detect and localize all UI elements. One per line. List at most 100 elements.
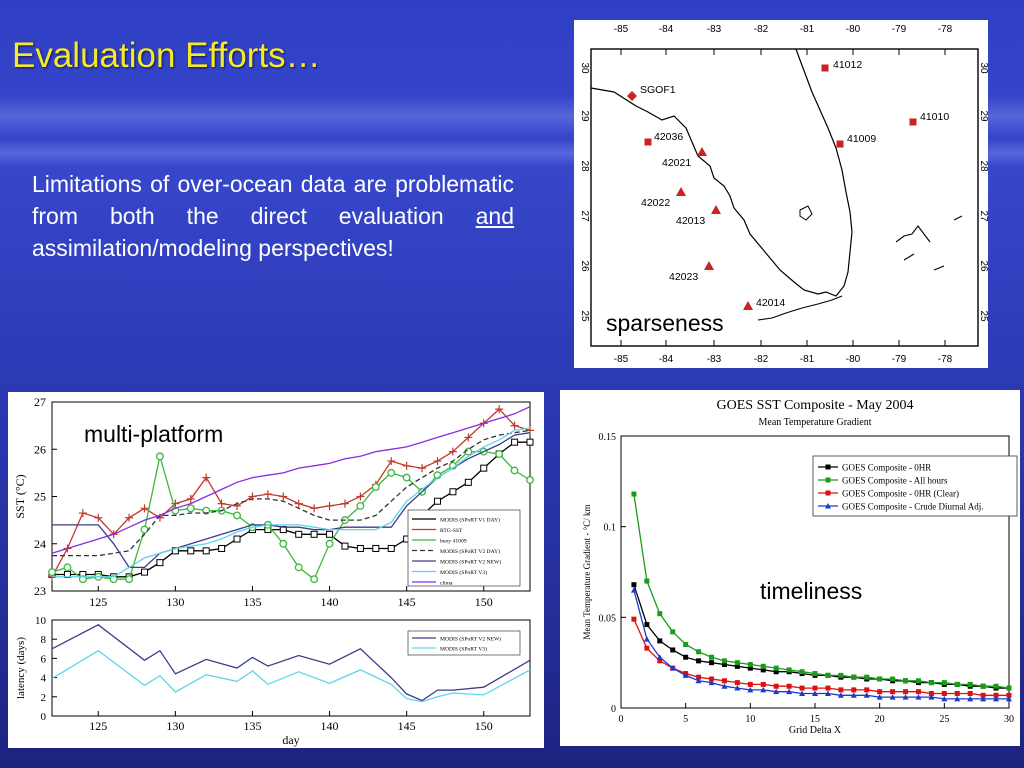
sst-point-square — [449, 488, 457, 496]
sst-point-circle — [186, 504, 195, 513]
sst-point-circle — [510, 466, 519, 475]
station-marker-triangle — [711, 205, 721, 214]
goes-point-square — [760, 663, 766, 669]
sst-point-plus — [387, 457, 396, 466]
lon-tick-label-bottom: -84 — [659, 354, 674, 365]
lon-tick-label-bottom: -78 — [938, 354, 953, 365]
goes-x-tick-label: 25 — [939, 714, 949, 725]
goes-point-triangle — [824, 690, 831, 696]
goes-point-square — [864, 674, 870, 680]
goes-y-tick-label: 0 — [611, 704, 616, 715]
latency-y-tick-label: 2 — [41, 692, 47, 704]
sst-x-tick-label: 150 — [475, 595, 493, 609]
goes-point-square — [903, 689, 909, 695]
station-marker-triangle — [704, 261, 714, 270]
sst-point-square — [387, 544, 395, 552]
sst-point-square — [218, 544, 226, 552]
goes-point-square — [747, 665, 753, 671]
goes-legend-marker — [825, 464, 831, 470]
sst-point-plus — [433, 457, 442, 466]
goes-point-square — [734, 680, 740, 686]
sst-point-square — [372, 544, 380, 552]
station-marker-triangle — [697, 147, 707, 156]
goes-legend-label: GOES Composite - 0HR (Clear) — [842, 489, 959, 499]
goes-point-square — [657, 638, 663, 644]
goes-point-triangle — [889, 694, 896, 700]
sst-point-plus — [263, 490, 272, 499]
map-svg: -85 -85 -84 -84 -83 -83 -82 -82 -81 -81 -80 -80 -79 -… — [579, 24, 988, 365]
sst-chart-panel: 125 130 135 140 145 150 23 24 25 26 27 SST (°C) mult… — [8, 392, 544, 748]
lat-tick-label-left: 30 — [579, 62, 590, 74]
station-marker-square — [836, 140, 844, 148]
goes-point-square — [838, 672, 844, 678]
goes-point-square — [734, 663, 740, 669]
sst-point-circle — [310, 575, 319, 584]
goes-point-square — [709, 660, 715, 666]
goes-point-triangle — [980, 695, 987, 702]
goes-point-square — [760, 681, 766, 687]
goes-point-square — [760, 667, 766, 673]
latency-series-line — [51, 624, 531, 702]
goes-point-square — [812, 685, 818, 691]
station-marker-diamond — [627, 91, 637, 101]
latency-x-label: day — [282, 733, 299, 747]
latency-y-tick-label: 0 — [41, 711, 47, 723]
goes-point-triangle — [695, 677, 702, 684]
sst-point-circle — [371, 483, 380, 491]
goes-point-square — [928, 690, 934, 696]
goes-point-triangle — [773, 688, 780, 695]
lon-tick-label-top: -85 — [614, 24, 629, 35]
lon-tick-label-bottom: -83 — [707, 354, 722, 365]
goes-point-triangle — [850, 692, 857, 698]
lon-tick-label-top: -83 — [707, 24, 722, 35]
sst-point-plus — [217, 499, 226, 508]
sst-point-circle — [495, 450, 504, 458]
goes-point-square — [644, 645, 650, 651]
goes-point-square — [631, 491, 637, 497]
goes-point-square — [799, 685, 805, 691]
goes-point-square — [941, 680, 947, 686]
sst-point-plus — [186, 494, 195, 503]
goes-point-square — [967, 690, 973, 696]
lat-tick-label-right: 29 — [978, 110, 988, 122]
sst-point-plus — [171, 499, 180, 508]
body-text-part2: assimilation/modeling perspectives! — [32, 235, 394, 261]
goes-point-square — [980, 683, 986, 689]
goes-point-square — [631, 582, 637, 588]
sst-legend-box — [407, 509, 521, 587]
lat-tick-label-right: 26 — [978, 260, 988, 272]
sst-series-line — [51, 408, 531, 578]
goes-point-square — [657, 611, 663, 617]
goes-chart-svg: GOES SST Composite - May 2004 Mean Temper… — [582, 398, 1018, 736]
sst-legend: MODIS (SPoRT V1 DAY) RTG-SST buoy 41009 MOD… — [407, 509, 521, 587]
lat-tick-label-left: 25 — [579, 310, 590, 322]
lat-tick-label-left: 29 — [579, 110, 590, 122]
bahamas-outline — [895, 215, 963, 271]
sst-legend-label: MODIS (SPoRT V2 NEW) — [440, 559, 501, 566]
sst-point-plus — [464, 433, 473, 442]
sst-point-circle — [63, 563, 72, 572]
sst-point-circle — [279, 539, 288, 548]
sst-point-circle — [233, 511, 241, 520]
lon-tick-label-bottom: -80 — [846, 354, 861, 365]
goes-legend-label: GOES Composite - Crude Diurnal Adj. — [842, 502, 984, 512]
sst-point-plus — [325, 501, 334, 510]
goes-x-tick-label: 10 — [745, 714, 755, 725]
goes-point-triangle — [708, 679, 715, 686]
latency-legend: MODIS (SPoRT V2 NEW) MODIS (SPoRT V3) — [407, 630, 521, 656]
goes-series-line — [633, 589, 1009, 700]
sst-legend-label: MODIS (SPoRT V3) — [440, 569, 487, 576]
sst-point-circle — [294, 563, 303, 572]
sst-point-plus — [310, 504, 319, 513]
goes-point-square — [721, 678, 727, 684]
station-marker-square — [644, 138, 652, 146]
sst-point-plus — [294, 499, 303, 508]
sst-point-plus — [125, 513, 134, 522]
goes-point-square — [773, 669, 779, 675]
sst-point-plus — [140, 504, 149, 513]
goes-point-square — [786, 683, 792, 689]
goes-point-square — [696, 658, 702, 664]
station-map: -85 -85 -84 -84 -83 -83 -82 -82 -81 -81 -80 -80 -79 -… — [574, 20, 988, 368]
goes-y-tick-label: 0.1 — [604, 523, 617, 534]
sst-point-plus — [78, 509, 87, 518]
